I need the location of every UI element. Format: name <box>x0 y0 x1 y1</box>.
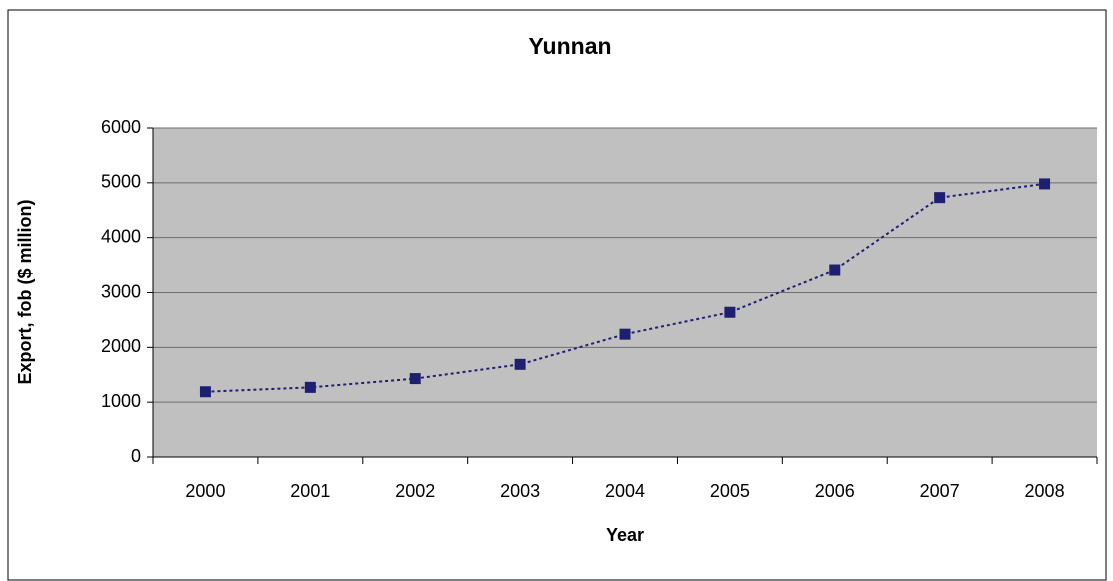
data-point <box>304 381 316 393</box>
y-tick-label: 5000 <box>101 172 141 192</box>
data-point <box>724 306 736 318</box>
y-tick-label: 2000 <box>101 336 141 356</box>
data-point <box>199 386 211 398</box>
x-tick-label: 2007 <box>920 481 960 501</box>
data-point <box>829 264 841 276</box>
data-point <box>1039 178 1051 190</box>
x-tick-label: 2005 <box>710 481 750 501</box>
y-tick-label: 4000 <box>101 226 141 246</box>
x-tick-label: 2000 <box>185 481 225 501</box>
data-point <box>514 358 526 370</box>
data-point <box>619 328 631 340</box>
data-point <box>934 192 946 204</box>
x-tick-label: 2006 <box>815 481 855 501</box>
y-tick-label: 3000 <box>101 281 141 301</box>
x-tick-label: 2008 <box>1025 481 1065 501</box>
x-tick-label: 2001 <box>290 481 330 501</box>
x-axis-title: Year <box>606 525 644 545</box>
data-point <box>409 373 421 385</box>
chart-title: Yunnan <box>528 33 611 59</box>
y-axis-title: Export, fob ($ million) <box>15 200 35 385</box>
x-tick-label: 2002 <box>395 481 435 501</box>
data-line <box>205 182 1045 393</box>
y-tick-label: 6000 <box>101 117 141 137</box>
y-tick-label: 0 <box>131 446 141 466</box>
y-tick-label: 1000 <box>101 391 141 411</box>
x-tick-label: 2004 <box>605 481 645 501</box>
x-tick-label: 2003 <box>500 481 540 501</box>
